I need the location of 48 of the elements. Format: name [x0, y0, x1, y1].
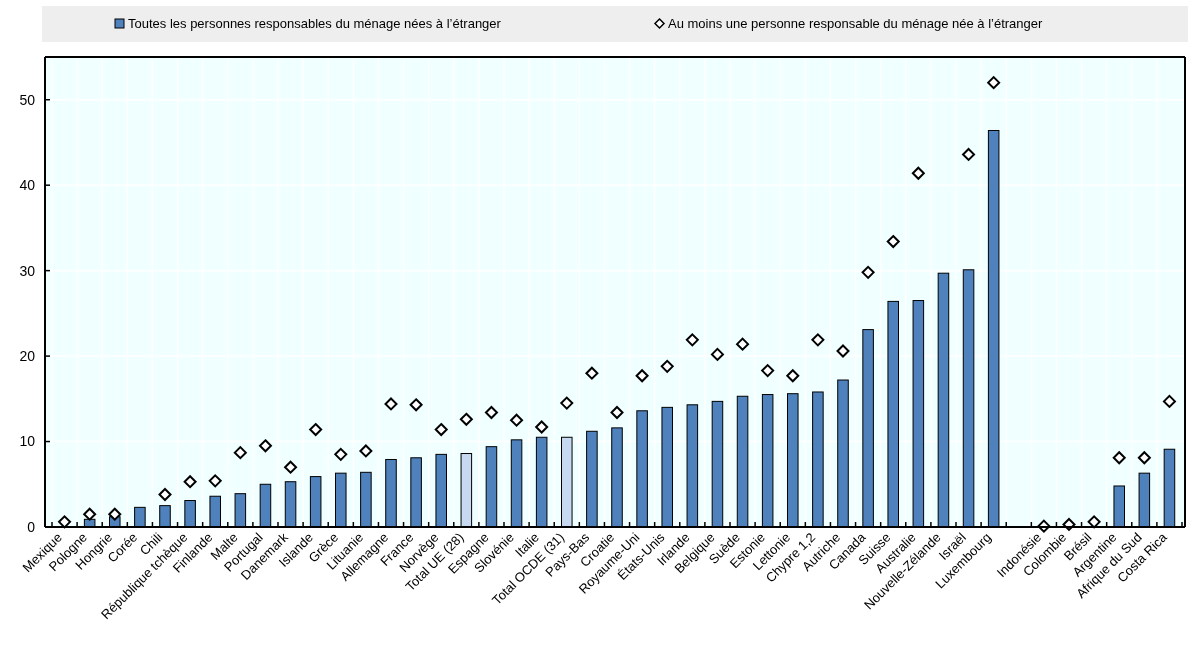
point	[309, 423, 323, 437]
point	[183, 475, 197, 489]
point	[359, 444, 373, 458]
point	[258, 439, 272, 453]
point	[1162, 394, 1176, 408]
point	[836, 344, 850, 358]
point	[761, 364, 775, 378]
point	[409, 398, 423, 412]
legend-label: Toutes les personnes responsables du ménage nées à l’étranger	[128, 16, 502, 31]
point	[208, 474, 222, 488]
point	[83, 507, 97, 521]
point	[786, 369, 800, 383]
point	[459, 412, 473, 426]
point	[334, 447, 348, 461]
point	[635, 369, 649, 383]
point	[434, 423, 448, 437]
point	[1087, 515, 1101, 529]
legend-label: Au moins une personne responsable du ménage née à l’étranger	[668, 16, 1044, 31]
y-tick-label: 40	[19, 177, 36, 194]
y-tick-label: 30	[19, 262, 36, 279]
point	[736, 337, 750, 351]
point	[58, 515, 72, 529]
point	[158, 488, 172, 502]
point	[861, 265, 875, 279]
point	[710, 347, 724, 361]
point	[610, 405, 624, 419]
point	[1137, 451, 1151, 465]
point	[108, 507, 122, 521]
y-tick-label: 0	[27, 518, 36, 535]
point	[284, 460, 298, 474]
point	[811, 333, 825, 347]
point	[1112, 451, 1126, 465]
point	[962, 147, 976, 161]
point	[886, 235, 900, 249]
point	[911, 166, 925, 180]
point	[384, 397, 398, 411]
point	[535, 420, 549, 434]
point	[560, 396, 574, 410]
point	[585, 366, 599, 380]
point	[987, 76, 1001, 90]
point	[685, 333, 699, 347]
y-tick-label: 10	[19, 433, 36, 450]
point	[510, 413, 524, 427]
point	[484, 405, 498, 419]
y-tick-label: 50	[19, 91, 36, 108]
point	[660, 359, 674, 373]
y-tick-label: 20	[19, 347, 36, 364]
point	[233, 446, 247, 460]
